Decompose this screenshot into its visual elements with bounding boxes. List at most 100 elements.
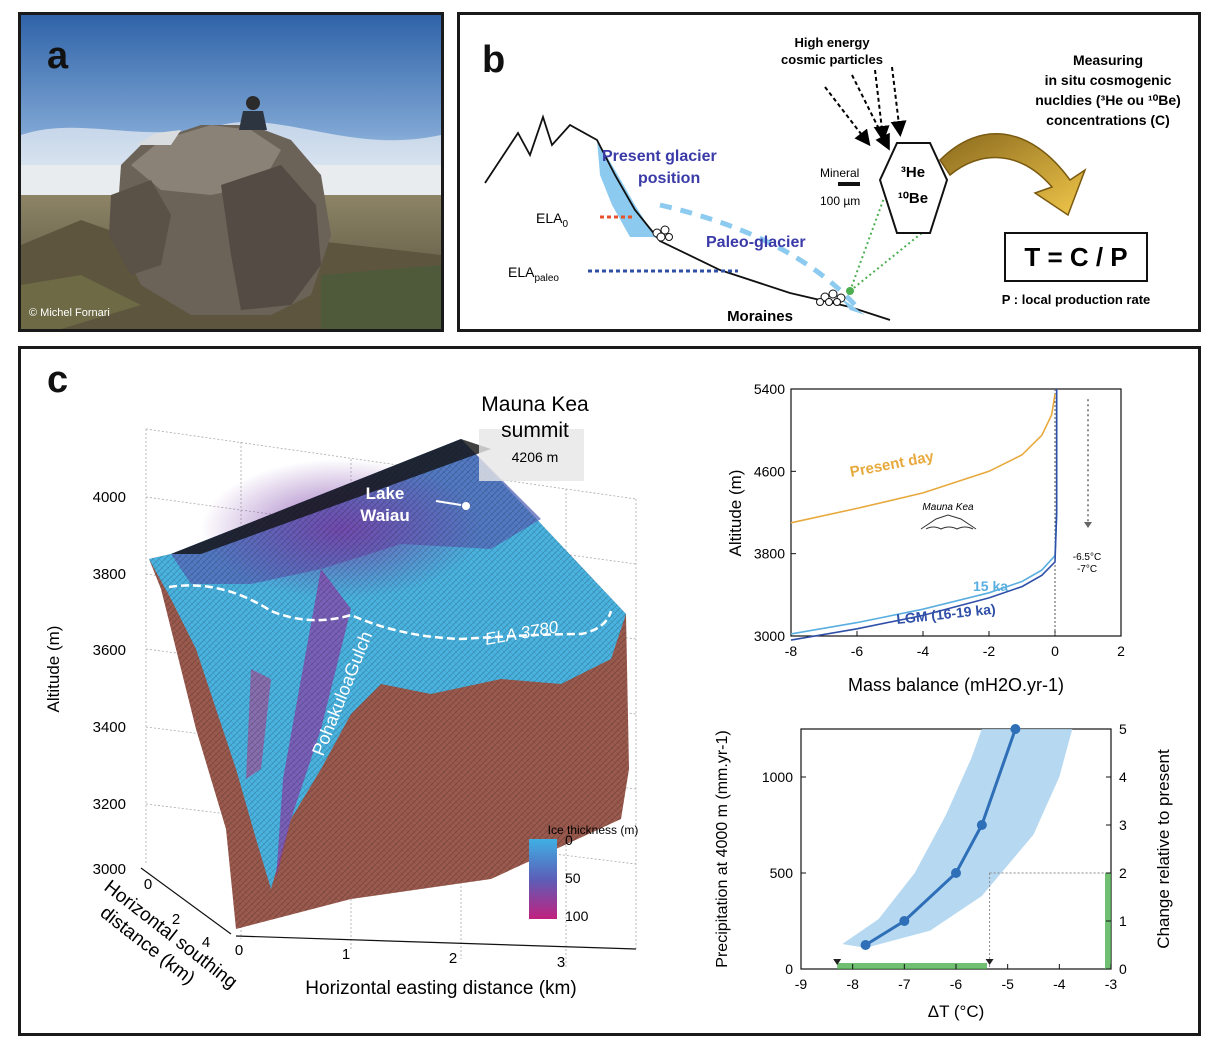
- lake-label-2: Waiau: [360, 506, 409, 525]
- series-line-0: [790, 393, 1056, 524]
- colorbar-tick: 50: [565, 870, 581, 886]
- precipitation-ylabel: Precipitation at 4000 m (mm.yr-1): [714, 730, 731, 967]
- altitude-tick: 3200: [93, 796, 126, 813]
- y-tick-label: 4600: [754, 463, 785, 479]
- precip-point: [951, 868, 961, 878]
- easting-axis-label: Horizontal easting distance (km): [305, 978, 576, 999]
- mountain-profile: [484, 114, 891, 321]
- x-tick-label: 0: [1051, 643, 1059, 659]
- ela-line-3d: [168, 584, 613, 641]
- x-tick-label: -5: [1001, 976, 1014, 992]
- x-tick-label: -2: [983, 643, 996, 659]
- x-tick-label: -7: [898, 976, 911, 992]
- x-tick-label: 2: [1117, 643, 1125, 659]
- colorbar-tick: 0: [565, 832, 573, 848]
- altitude-tick: 4000: [93, 489, 126, 506]
- altitude-axis-label: Altitude (m): [44, 626, 63, 713]
- measuring-1: Measuring: [1073, 52, 1143, 68]
- y2-tick-label: 1: [1119, 913, 1127, 929]
- paleo-glacier-outline: [659, 202, 857, 307]
- altitude-tick: 3400: [93, 719, 126, 736]
- formula-text: T = C / P: [1024, 242, 1127, 272]
- summit-label-2: summit: [501, 419, 569, 442]
- measuring-4: concentrations (C): [1046, 112, 1170, 128]
- photo-credit: © Michel Fornari: [29, 307, 110, 319]
- be10-label: ¹⁰Be: [898, 190, 928, 207]
- summit-altitude: 4206 m: [512, 449, 559, 465]
- scale-label: 100 µm: [820, 194, 860, 208]
- ice-thickness-colorbar: [529, 839, 557, 919]
- change-y2label: Change relative to present: [1154, 749, 1173, 949]
- temp-annotation: -7°C: [1077, 564, 1097, 575]
- y2-tick-label: 2: [1119, 865, 1127, 881]
- precip-point: [976, 820, 987, 830]
- glacier-schematic: High energy cosmic particles Measuring i…: [484, 35, 1181, 325]
- uncertainty-band: [842, 729, 1073, 948]
- cosmic-label-2: cosmic particles: [781, 52, 883, 67]
- altitude-tick: 3800: [93, 566, 126, 583]
- x-tick-label: -4: [1053, 976, 1066, 992]
- moraines-label: Moraines: [727, 308, 793, 325]
- altitude-tick: 3000: [93, 861, 126, 878]
- precip-point: [899, 916, 910, 926]
- lake-label-1: Lake: [366, 484, 405, 503]
- delta-t-xlabel: ΔT (°C): [928, 1002, 985, 1021]
- ela0-label: ELA0: [536, 210, 568, 230]
- panel-b-label: b: [482, 39, 506, 81]
- measuring-2: in situ cosmogenic: [1045, 72, 1172, 88]
- x-tick-label: -6: [851, 643, 864, 659]
- range-marker: [833, 959, 842, 965]
- range-marker: [985, 959, 994, 965]
- precip-point: [860, 940, 871, 950]
- southing-tick: 4: [202, 934, 210, 951]
- summit-label-1: Mauna Kea: [481, 393, 589, 416]
- x-tick-label: -6: [950, 976, 963, 992]
- x-tick-label: -9: [795, 976, 808, 992]
- panel-a-label: a: [47, 35, 69, 77]
- y2-tick-label: 3: [1119, 817, 1127, 833]
- x-tick-label: -4: [917, 643, 930, 659]
- mass-balance-chart: -8 -6 -4 -2 0 2 3000 3800 4600 5400 Mauna Kea -6.…: [726, 381, 1125, 695]
- production-rate-label: P : local production rate: [1002, 292, 1151, 307]
- mauna-kea-icon: [920, 514, 977, 530]
- y2-tick-label: 0: [1119, 961, 1127, 977]
- measuring-3: nucldies (³He ou ¹⁰Be): [1035, 92, 1181, 108]
- temp-annotation: -6.5°C: [1073, 552, 1101, 563]
- y-tick-label: 5400: [754, 381, 785, 397]
- x-tick-label: -3: [1105, 976, 1118, 992]
- y2-tick-label: 5: [1119, 721, 1127, 737]
- green-range-x: [837, 963, 987, 969]
- ice-surface-3d: Mauna Kea summit 4206 m Lake Waiau Pohak…: [44, 393, 639, 999]
- series-label-15ka: 15 ka: [973, 578, 1008, 594]
- series-label-lgm: LGM (16-19 ka): [896, 601, 997, 627]
- x-tick-label: -8: [846, 976, 859, 992]
- y-tick-label: 3800: [754, 546, 785, 562]
- chart-frame: [790, 388, 1122, 637]
- panel-c: c: [18, 346, 1201, 1036]
- mineral-label: Mineral: [820, 166, 859, 180]
- cosmic-label-1: High energy: [794, 35, 870, 50]
- present-glacier-label-2: position: [638, 170, 700, 187]
- panel-c-label: c: [47, 359, 69, 401]
- mass-balance-ylabel: Altitude (m): [726, 470, 745, 557]
- easting-tick: 3: [557, 954, 565, 971]
- southing-tick: 2: [172, 911, 180, 928]
- shift-arrowhead: [1084, 521, 1092, 528]
- southing-tick: 0: [144, 876, 152, 893]
- colorbar-title: Ice thickness (m): [548, 823, 639, 837]
- altitude-tick: 3600: [93, 642, 126, 659]
- y-tick-label: 500: [770, 865, 794, 881]
- paleo-glacier-label: Paleo-glacier: [706, 234, 806, 251]
- mineral-hexagon: [878, 142, 949, 234]
- y-tick-label: 0: [785, 961, 793, 977]
- y2-tick-label: 4: [1119, 769, 1127, 785]
- panel-a-photo: a © Michel Fornari: [18, 12, 444, 332]
- he3-label: ³He: [901, 164, 925, 181]
- series-line-2: [790, 389, 1058, 641]
- lake-waiau-marker: [462, 502, 470, 510]
- field-photo: [21, 15, 441, 329]
- ela-paleo-label: ELApaleo: [508, 264, 559, 284]
- precip-point: [1010, 724, 1021, 734]
- present-glacier-label-1: Present glacier: [602, 148, 717, 165]
